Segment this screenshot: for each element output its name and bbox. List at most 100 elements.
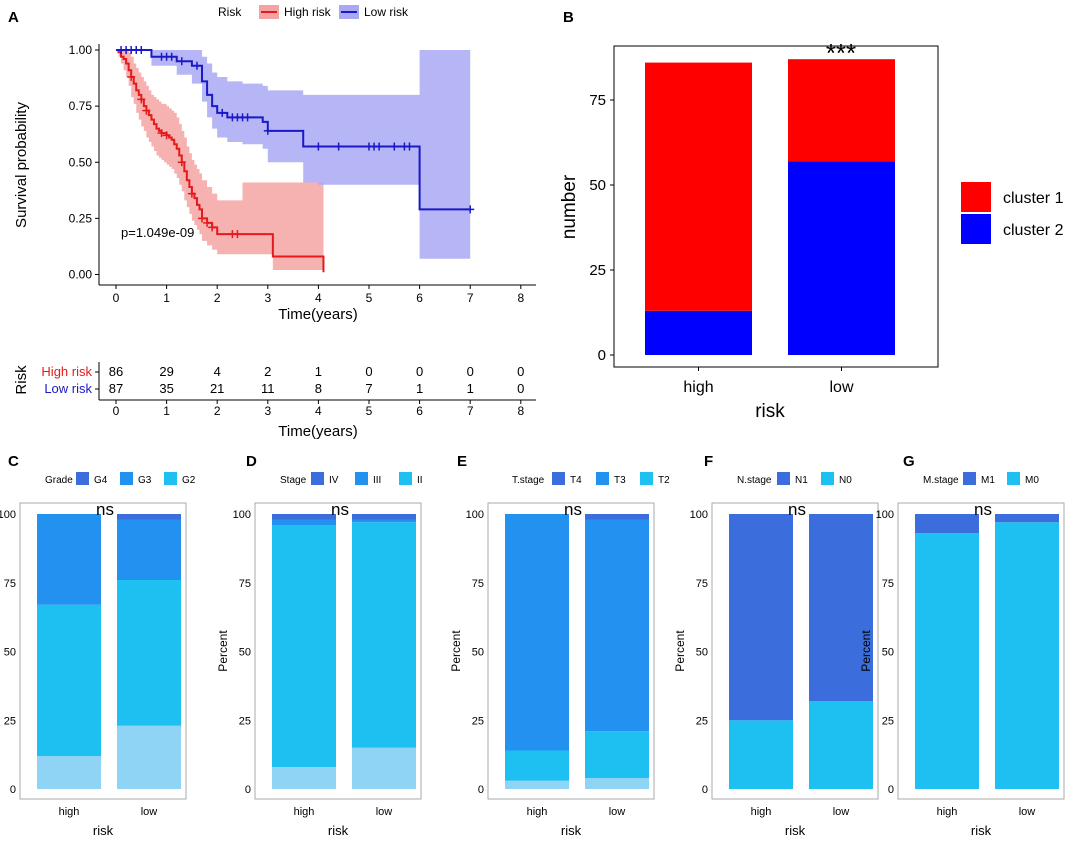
bar-high-G1 <box>37 756 101 789</box>
risk-table-cell: 0 <box>467 364 474 379</box>
y-tick-label-e: 100 <box>466 509 484 521</box>
legend-title-c: Grade <box>45 475 73 486</box>
censor-mark-low-risk <box>375 142 384 151</box>
risk-table-cell: 1 <box>315 364 322 379</box>
y-tick-label-a: 0.00 <box>69 268 93 282</box>
y-tick-label-b: 25 <box>589 262 606 279</box>
y-tick-label-g: 100 <box>876 509 894 521</box>
x-tick-label-a: 3 <box>264 291 271 305</box>
bar-low-G1 <box>117 725 181 789</box>
risk-table-cell: 35 <box>159 381 173 396</box>
x-tick-label-d: high <box>294 806 315 818</box>
risk-table-cell: 21 <box>210 381 224 396</box>
bar-high-cluster-2 <box>645 310 752 355</box>
bar-low-G2 <box>117 580 181 726</box>
x-axis-label-a: Time(years) <box>278 306 357 323</box>
bar-high-T3 <box>505 514 569 751</box>
x-axis-label-b: risk <box>755 401 785 422</box>
risk-table-x-tick-label: 4 <box>315 404 322 418</box>
bar-low-T1 <box>585 778 649 789</box>
legend-label-n1: N1 <box>795 475 808 486</box>
y-tick-label-d: 50 <box>239 647 251 659</box>
ns-annotation-d: ns <box>331 500 349 519</box>
bar-low-III <box>352 519 416 523</box>
risk-table-cell: 0 <box>416 364 423 379</box>
censor-mark-high-risk <box>137 95 146 104</box>
legend-title-g: M.stage <box>923 475 959 486</box>
risk-table-cell: 7 <box>365 381 372 396</box>
panel-label-f: F <box>704 453 713 470</box>
y-tick-label-g: 75 <box>882 578 894 590</box>
risk-table-cell: 4 <box>214 364 221 379</box>
km-curve-low-risk <box>116 49 471 211</box>
x-axis-label-e: risk <box>561 823 582 838</box>
bar-low-I <box>352 747 416 789</box>
x-tick-label-a: 6 <box>416 291 423 305</box>
censor-mark-low-risk <box>466 205 475 214</box>
y-tick-label-e: 0 <box>478 784 484 796</box>
significance-stars: *** <box>826 38 856 68</box>
y-tick-label-d: 0 <box>245 784 251 796</box>
bar-low-T2 <box>585 731 649 778</box>
censor-mark-low-risk <box>314 142 323 151</box>
legend-label-high-risk: High risk <box>284 5 332 19</box>
x-tick-label-a: 8 <box>517 291 524 305</box>
legend-label-t2: T2 <box>658 475 670 486</box>
risk-table-cell: 0 <box>517 364 524 379</box>
legend-label-ii: II <box>417 475 423 486</box>
legend-label-g3: G3 <box>138 475 152 486</box>
risk-table-x-tick-label: 7 <box>467 404 474 418</box>
x-tick-label-a: 5 <box>366 291 373 305</box>
censor-mark-high-risk <box>203 218 212 227</box>
ns-annotation-c: ns <box>96 500 114 519</box>
x-tick-label-b: low <box>829 379 853 396</box>
y-tick-label-c: 50 <box>4 647 16 659</box>
risk-table-x-tick-label: 1 <box>163 404 170 418</box>
x-tick-label-a: 2 <box>214 291 221 305</box>
y-axis-label-a: Survival probability <box>13 102 30 228</box>
bar-low-G3 <box>117 519 181 580</box>
y-tick-label-c: 0 <box>10 784 16 796</box>
y-tick-label-a: 1.00 <box>69 43 93 57</box>
legend-swatch-t3 <box>596 472 609 485</box>
risk-table-cell: 29 <box>159 364 173 379</box>
panel-c: Chighlow0255075100PercentrisknsGradeG4G3… <box>0 453 196 838</box>
censor-mark-low-risk <box>243 113 252 122</box>
x-tick-label-e: low <box>609 806 626 818</box>
y-tick-label-f: 50 <box>696 647 708 659</box>
legend-key-high-risk <box>259 5 279 19</box>
p-value: p=1.049e-09 <box>121 225 194 240</box>
legend-swatch-ii <box>399 472 412 485</box>
legend-label-m0: M0 <box>1025 475 1039 486</box>
x-tick-label-f: low <box>833 806 850 818</box>
censor-mark-high-risk <box>233 230 242 239</box>
x-tick-label-g: high <box>937 806 958 818</box>
x-tick-label-a: 0 <box>113 291 120 305</box>
risk-table-cell: 2 <box>264 364 271 379</box>
risk-table-x-tick-label: 8 <box>517 404 524 418</box>
x-tick-label-a: 1 <box>163 291 170 305</box>
censor-mark-high-risk <box>162 131 171 140</box>
y-tick-label-c: 25 <box>4 715 16 727</box>
bar-high-IV <box>272 514 336 520</box>
legend-swatch-t4 <box>552 472 565 485</box>
bar-low-T3 <box>585 519 649 732</box>
legend-label-g4: G4 <box>94 475 108 486</box>
censor-mark-high-risk <box>177 158 186 167</box>
y-tick-label-g: 25 <box>882 715 894 727</box>
x-tick-label-g: low <box>1019 806 1036 818</box>
y-tick-label-c: 75 <box>4 578 16 590</box>
panel-label-d: D <box>246 453 257 470</box>
risk-table-row-label: Low risk <box>44 381 92 396</box>
legend-label-cluster-1: cluster 1 <box>1003 190 1064 207</box>
risk-table-title: Risk <box>13 365 30 395</box>
bar-high-M0 <box>915 533 979 789</box>
legend-label-n0: N0 <box>839 475 852 486</box>
legend-label-low-risk: Low risk <box>364 5 409 19</box>
y-axis-label-b: number <box>559 174 580 239</box>
y-tick-label-e: 50 <box>472 647 484 659</box>
censor-mark-low-risk <box>334 142 343 151</box>
